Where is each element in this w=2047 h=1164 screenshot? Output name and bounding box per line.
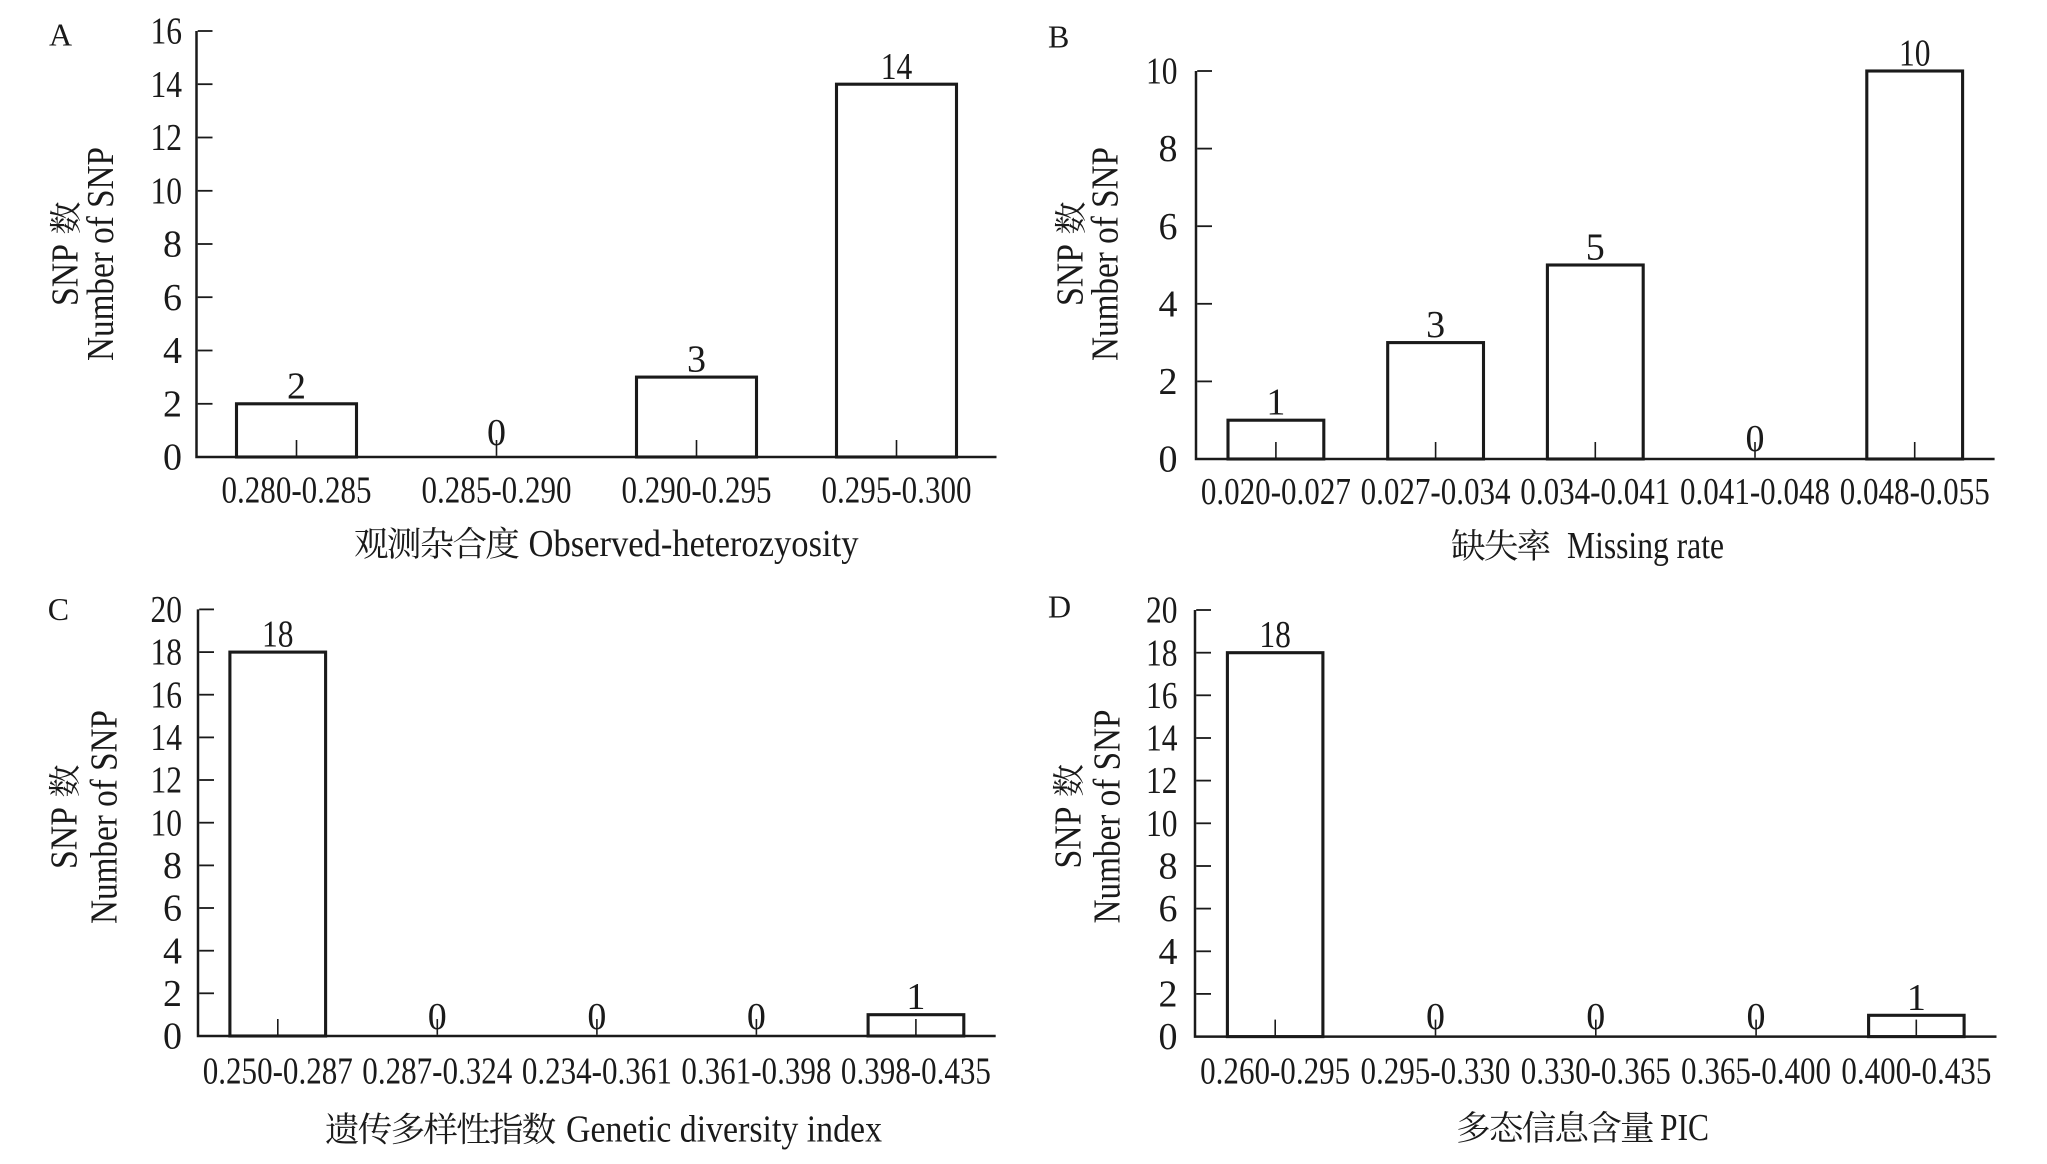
svg-text:0: 0 <box>428 996 447 1038</box>
svg-text:4: 4 <box>1159 931 1178 973</box>
svg-text:0: 0 <box>587 996 606 1038</box>
svg-text:14: 14 <box>1146 718 1178 760</box>
svg-text:0.400-0.435: 0.400-0.435 <box>1841 1051 1991 1093</box>
svg-text:10: 10 <box>1146 803 1178 845</box>
svg-text:6: 6 <box>163 888 182 930</box>
svg-text:2: 2 <box>163 383 182 425</box>
svg-text:0.280-0.285: 0.280-0.285 <box>222 470 372 512</box>
svg-text:18: 18 <box>1259 614 1291 656</box>
svg-text:Number of SNP: Number of SNP <box>80 147 122 361</box>
svg-text:0.041-0.048: 0.041-0.048 <box>1680 471 1830 513</box>
svg-text:0: 0 <box>1159 1016 1178 1058</box>
svg-text:Number of SNP: Number of SNP <box>1085 147 1127 361</box>
svg-text:0.250-0.287: 0.250-0.287 <box>203 1051 353 1093</box>
svg-text:16: 16 <box>1146 675 1178 717</box>
svg-text:20: 20 <box>1146 590 1178 632</box>
svg-text:0.285-0.290: 0.285-0.290 <box>422 470 572 512</box>
svg-text:SNP: SNP <box>1048 807 1090 869</box>
svg-text:8: 8 <box>163 845 182 887</box>
svg-text:8: 8 <box>1159 846 1178 888</box>
svg-text:14: 14 <box>151 717 183 759</box>
svg-text:2: 2 <box>163 973 182 1015</box>
svg-text:2: 2 <box>1159 974 1178 1016</box>
svg-text:10: 10 <box>1146 51 1178 93</box>
svg-text:0.290-0.295: 0.290-0.295 <box>622 470 772 512</box>
svg-text:18: 18 <box>151 632 183 674</box>
svg-text:0.295-0.330: 0.295-0.330 <box>1360 1051 1510 1093</box>
svg-text:3: 3 <box>687 339 706 381</box>
svg-text:0.048-0.055: 0.048-0.055 <box>1840 471 1990 513</box>
svg-text:A: A <box>49 17 72 53</box>
svg-text:0.398-0.435: 0.398-0.435 <box>841 1051 991 1093</box>
svg-text:SNP: SNP <box>45 244 87 306</box>
svg-text:14: 14 <box>151 64 183 106</box>
svg-text:6: 6 <box>1159 888 1178 930</box>
svg-text:0.027-0.034: 0.027-0.034 <box>1361 471 1511 513</box>
svg-text:10: 10 <box>151 802 183 844</box>
svg-text:Missing rate: Missing rate <box>1567 525 1724 567</box>
svg-text:0: 0 <box>1159 439 1178 481</box>
svg-text:8: 8 <box>1159 128 1178 170</box>
svg-text:8: 8 <box>163 224 182 266</box>
svg-text:20: 20 <box>151 589 183 631</box>
svg-text:0: 0 <box>747 996 766 1038</box>
svg-text:0.020-0.027: 0.020-0.027 <box>1201 471 1351 513</box>
svg-text:0: 0 <box>1747 996 1766 1038</box>
svg-text:0.034-0.041: 0.034-0.041 <box>1520 471 1670 513</box>
svg-text:5: 5 <box>1586 227 1605 269</box>
svg-text:18: 18 <box>1146 632 1178 674</box>
svg-text:1: 1 <box>1266 382 1285 424</box>
svg-text:0: 0 <box>487 412 506 454</box>
svg-text:4: 4 <box>163 330 182 372</box>
svg-text:0: 0 <box>1426 996 1445 1038</box>
svg-text:6: 6 <box>163 277 182 319</box>
svg-text:0.234-0.361: 0.234-0.361 <box>522 1051 672 1093</box>
svg-text:SNP: SNP <box>44 807 86 869</box>
svg-text:10: 10 <box>1899 33 1931 75</box>
svg-text:0.365-0.400: 0.365-0.400 <box>1681 1051 1831 1093</box>
svg-text:4: 4 <box>1159 283 1178 325</box>
svg-text:C: C <box>48 591 69 627</box>
svg-text:Genetic diversity index: Genetic diversity index <box>566 1109 882 1151</box>
svg-text:0: 0 <box>163 1016 182 1058</box>
svg-text:6: 6 <box>1159 206 1178 248</box>
svg-text:D: D <box>1048 589 1071 625</box>
svg-text:0: 0 <box>163 437 182 479</box>
svg-text:SNP: SNP <box>1050 244 1092 306</box>
svg-text:12: 12 <box>151 117 183 159</box>
svg-text:0: 0 <box>1586 996 1605 1038</box>
svg-text:0.287-0.324: 0.287-0.324 <box>362 1051 512 1093</box>
svg-text:0.330-0.365: 0.330-0.365 <box>1521 1051 1671 1093</box>
svg-text:1: 1 <box>906 976 925 1018</box>
svg-text:14: 14 <box>881 46 913 88</box>
svg-text:4: 4 <box>163 930 182 972</box>
svg-text:18: 18 <box>262 614 294 656</box>
svg-text:0: 0 <box>1746 418 1765 460</box>
svg-text:Observed-heterozyosity: Observed-heterozyosity <box>529 523 859 565</box>
svg-text:12: 12 <box>151 760 183 802</box>
svg-text:2: 2 <box>287 365 306 407</box>
svg-text:0.260-0.295: 0.260-0.295 <box>1200 1051 1350 1093</box>
svg-text:0.361-0.398: 0.361-0.398 <box>681 1051 831 1093</box>
svg-text:1: 1 <box>1907 977 1926 1019</box>
svg-text:16: 16 <box>151 11 183 53</box>
svg-text:0.295-0.300: 0.295-0.300 <box>822 470 972 512</box>
svg-text:Number of SNP: Number of SNP <box>84 710 126 924</box>
svg-text:2: 2 <box>1159 361 1178 403</box>
svg-text:B: B <box>1048 19 1069 55</box>
svg-text:PIC: PIC <box>1660 1107 1709 1149</box>
svg-text:16: 16 <box>151 674 183 716</box>
svg-text:10: 10 <box>151 170 183 212</box>
svg-text:12: 12 <box>1146 760 1178 802</box>
svg-text:3: 3 <box>1426 304 1445 346</box>
svg-text:Number of SNP: Number of SNP <box>1086 710 1128 924</box>
